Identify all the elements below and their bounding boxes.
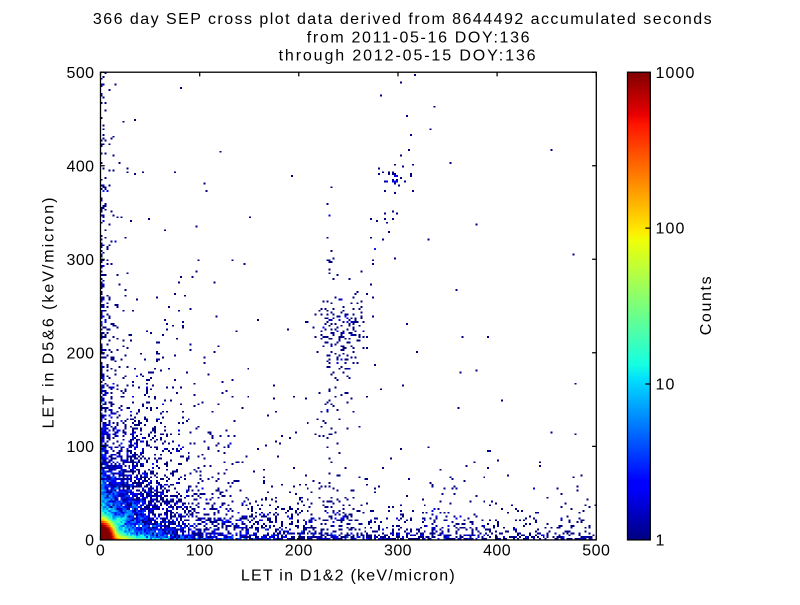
svg-text:1000: 1000 <box>656 65 696 82</box>
svg-text:200: 200 <box>285 543 313 560</box>
svg-text:through 2012-05-15 DOY:136: through 2012-05-15 DOY:136 <box>279 48 538 65</box>
svg-text:from 2011-05-16 DOY:136: from 2011-05-16 DOY:136 <box>307 29 531 46</box>
svg-text:10: 10 <box>656 377 676 394</box>
svg-text:100: 100 <box>66 439 94 456</box>
svg-text:400: 400 <box>66 158 94 175</box>
svg-text:100: 100 <box>656 221 686 238</box>
svg-text:300: 300 <box>66 252 94 269</box>
svg-text:100: 100 <box>186 543 214 560</box>
svg-text:Counts: Counts <box>698 275 715 336</box>
svg-text:300: 300 <box>384 543 412 560</box>
svg-text:LET in D5&6 (keV/micron): LET in D5&6 (keV/micron) <box>41 196 58 429</box>
svg-text:0: 0 <box>96 543 105 560</box>
svg-text:366 day SEP cross plot data de: 366 day SEP cross plot data derived from… <box>93 11 713 28</box>
svg-text:LET in D1&2 (keV/micron): LET in D1&2 (keV/micron) <box>241 568 456 585</box>
svg-text:1: 1 <box>656 533 666 550</box>
svg-text:400: 400 <box>483 543 511 560</box>
svg-text:500: 500 <box>66 65 94 82</box>
svg-text:500: 500 <box>582 543 610 560</box>
svg-text:200: 200 <box>66 345 94 362</box>
svg-text:0: 0 <box>85 533 94 550</box>
